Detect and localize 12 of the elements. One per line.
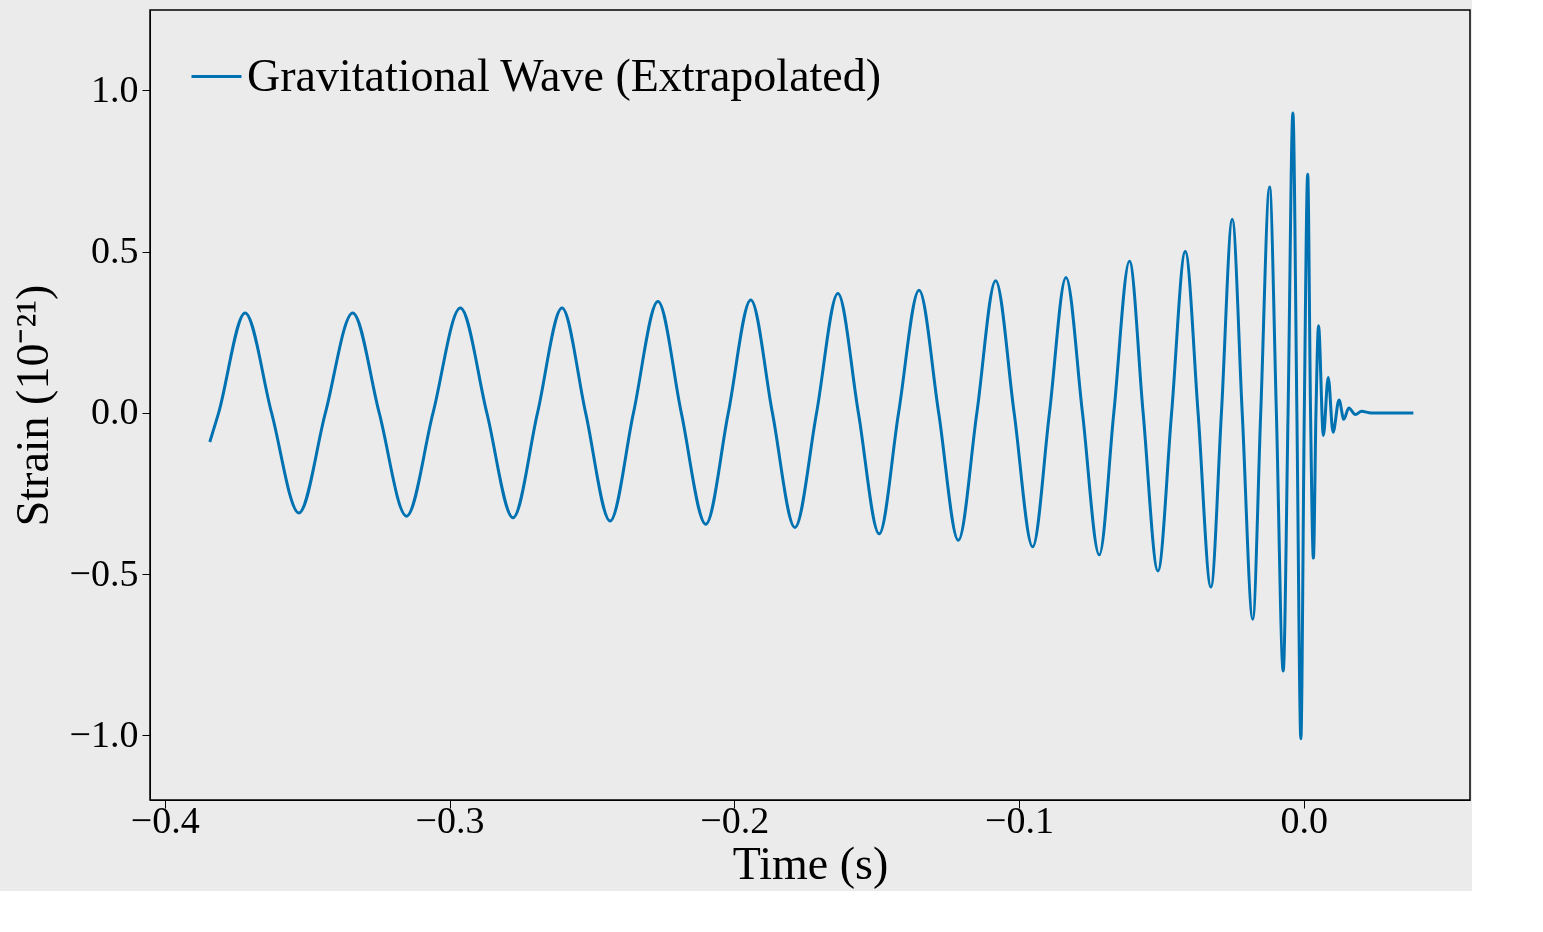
x-tick-label: −0.3 bbox=[415, 798, 485, 841]
legend-label: Gravitational Wave (Extrapolated) bbox=[247, 49, 882, 101]
x-tick-label: −0.4 bbox=[130, 798, 200, 841]
x-tick-label: −0.1 bbox=[985, 798, 1054, 841]
x-tick-label: 0.0 bbox=[1280, 798, 1328, 841]
y-tick-label: 1.0 bbox=[91, 67, 139, 110]
y-tick-label: −0.5 bbox=[69, 551, 139, 594]
y-tick-label: 0.5 bbox=[91, 229, 139, 272]
y-axis-title: Strain (10⁻²¹) bbox=[6, 284, 58, 527]
line-series bbox=[208, 111, 1415, 741]
y-tick-label: −1.0 bbox=[69, 712, 139, 755]
y-tick-label: 0.0 bbox=[91, 390, 139, 433]
